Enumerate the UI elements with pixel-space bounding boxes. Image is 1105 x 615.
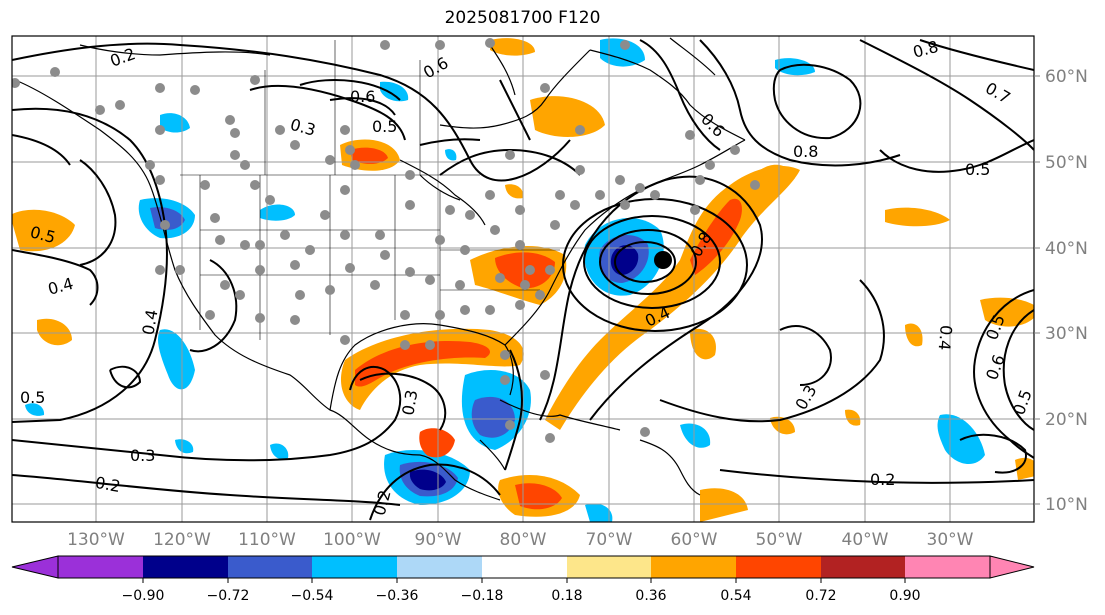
contour-label: 0.2 [870, 470, 895, 489]
low-center-marker [654, 251, 672, 269]
colorbar-segment [567, 556, 651, 578]
colorbar-segment [228, 556, 312, 578]
contour-label: 0.4 [138, 308, 161, 336]
lat-label: 60°N [1045, 67, 1088, 87]
colorbar-tick-label: −0.36 [376, 588, 419, 604]
contour-label: 0.5 [20, 388, 45, 407]
station-dots [12, 38, 760, 443]
longitude-axis: 130°W 120°W 110°W 100°W 90°W 80°W 70°W 6… [67, 530, 974, 550]
lat-label: 40°N [1045, 239, 1088, 259]
contour-label: 0.5 [372, 117, 397, 136]
lon-label: 40°W [842, 530, 889, 550]
colorbar-tick-label: 0.18 [551, 588, 582, 604]
contour-label: 0.8 [793, 142, 818, 161]
colorbar-tick-label: 0.90 [889, 588, 920, 604]
lon-label: 30°W [927, 530, 974, 550]
lon-label: 130°W [67, 530, 125, 550]
colorbar-segment [143, 556, 228, 578]
lon-label: 120°W [153, 530, 211, 550]
colorbar-tick-label: −0.54 [291, 588, 334, 604]
colorbar-tick-label: −0.72 [207, 588, 250, 604]
contour-label: 0.5 [965, 160, 990, 179]
map-area: 0.2 0.6 0.6 0.3 0.5 0.6 0.8 0.8 0.7 0.5 … [12, 36, 1034, 522]
lon-label: 90°W [415, 530, 462, 550]
plot-title: 2025081700 F120 [444, 8, 601, 28]
colorbar-tick-label: 0.54 [720, 588, 751, 604]
colorbar-tick-label: 0.72 [805, 588, 836, 604]
colorbar-segment [58, 556, 143, 578]
lon-label: 110°W [238, 530, 296, 550]
lon-label: 100°W [323, 530, 381, 550]
gridlines [12, 36, 1034, 522]
map-frame [11, 35, 1035, 523]
contour-label: 0.2 [94, 473, 122, 496]
colorbar-high-extend [989, 555, 1035, 579]
colorbar-segment [312, 556, 397, 578]
colorbar-segment [397, 556, 482, 578]
colorbar-segment [905, 556, 990, 578]
lat-label: 50°N [1045, 153, 1088, 173]
lon-label: 70°W [586, 530, 633, 550]
colorbar-segment [651, 556, 736, 578]
lat-label: 30°N [1045, 324, 1088, 344]
lat-label: 10°N [1045, 495, 1088, 515]
colorbar-segment [821, 556, 905, 578]
contour-label: 0.3 [398, 388, 421, 416]
contour-label: 0.3 [130, 446, 155, 465]
colorbar-tick-label: −0.90 [122, 588, 165, 604]
lon-label: 80°W [500, 530, 547, 550]
political-borders [180, 40, 560, 340]
colorbar-segment [482, 556, 567, 578]
colorbar-low-extend [11, 555, 59, 579]
latitude-axis: 60°N 50°N 40°N 30°N 20°N 10°N [1034, 67, 1088, 515]
lon-label: 50°W [756, 530, 803, 550]
contour-label: 0.4 [935, 324, 956, 351]
colorbar: −0.90 −0.72 −0.54 −0.36 −0.18 0.18 0.36 … [11, 555, 1035, 604]
lat-label: 20°N [1045, 410, 1088, 430]
colorbar-tick-label: 0.36 [635, 588, 666, 604]
colorbar-tick-label: −0.18 [461, 588, 504, 604]
lon-label: 60°W [671, 530, 718, 550]
colorbar-segment [736, 556, 821, 578]
contour-label: 0.6 [350, 87, 375, 106]
